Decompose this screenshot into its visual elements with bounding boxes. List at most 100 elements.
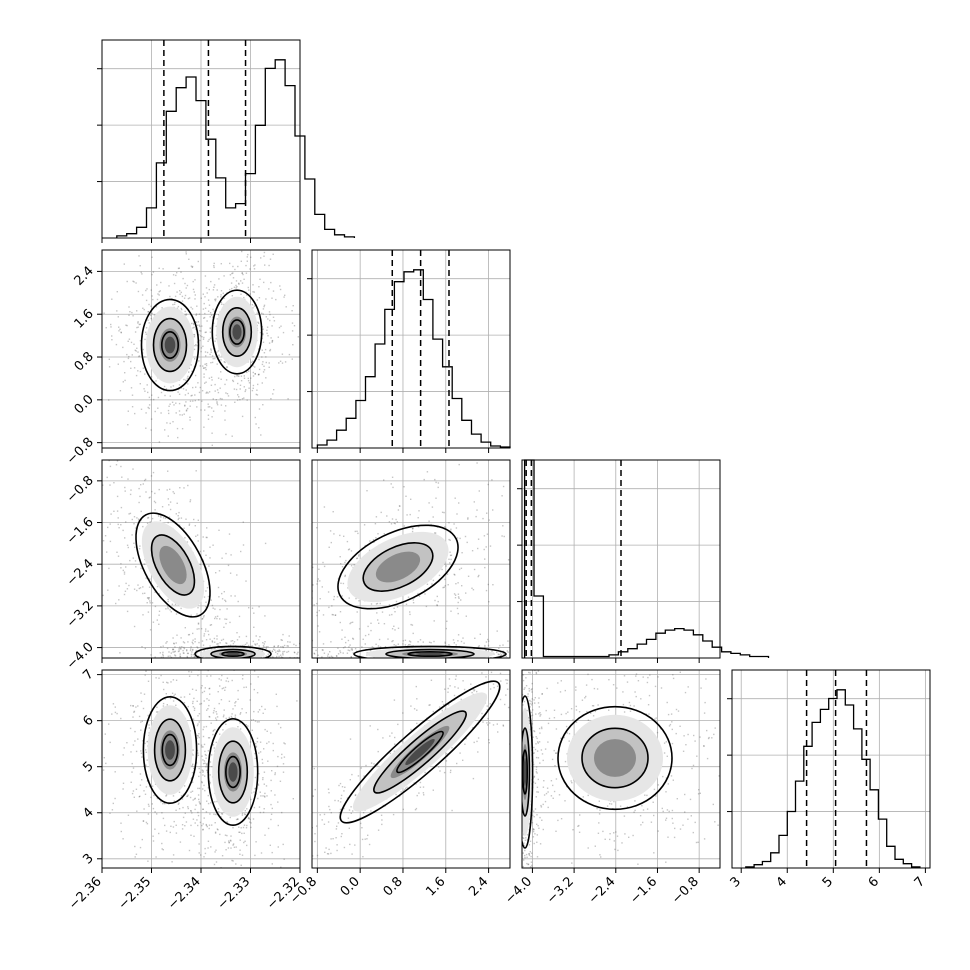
sample-point — [134, 845, 136, 848]
sample-point — [224, 689, 226, 691]
sample-point — [162, 268, 164, 270]
sample-point — [180, 291, 182, 294]
panel-bg — [522, 460, 720, 658]
sample-point — [271, 666, 272, 667]
sample-point — [256, 299, 258, 301]
sample-point — [213, 637, 216, 640]
sample-point — [230, 715, 233, 718]
sample-point — [223, 275, 225, 277]
sample-point — [205, 754, 207, 757]
sample-point — [351, 621, 354, 623]
sample-point — [369, 540, 371, 542]
sample-point — [176, 272, 178, 274]
sample-point — [225, 405, 227, 407]
sample-point — [340, 794, 343, 797]
sample-point — [218, 314, 220, 316]
sample-point — [133, 367, 136, 369]
sample-point — [147, 319, 149, 321]
sample-point — [188, 524, 190, 526]
sample-point — [264, 796, 266, 798]
sample-point — [348, 661, 349, 662]
sample-point — [377, 728, 379, 731]
sample-point — [209, 638, 211, 640]
sample-point — [503, 663, 504, 664]
sample-point — [404, 787, 407, 789]
sample-point — [209, 316, 211, 318]
sample-point — [349, 779, 351, 781]
sample-point — [341, 629, 343, 631]
sample-point — [98, 477, 99, 478]
sample-point — [176, 666, 177, 667]
sample-point — [162, 702, 165, 705]
sample-point — [213, 863, 216, 866]
sample-point — [220, 359, 222, 361]
sample-point — [191, 394, 193, 397]
sample-point — [172, 651, 174, 653]
sample-point — [441, 710, 444, 712]
sample-point — [260, 257, 262, 259]
sample-point — [472, 777, 475, 780]
sample-point — [243, 952, 244, 953]
sample-point — [200, 347, 203, 349]
sample-point — [347, 649, 349, 651]
sample-point — [429, 704, 431, 706]
sample-point — [147, 860, 149, 862]
sample-point — [112, 802, 114, 805]
sample-point — [195, 313, 198, 315]
sample-point — [214, 832, 217, 834]
sample-point — [221, 592, 223, 595]
sample-point — [279, 780, 282, 782]
sample-point — [99, 307, 100, 308]
sample-point — [135, 282, 137, 284]
sample-point — [134, 527, 137, 529]
sample-point — [91, 496, 92, 497]
sample-point — [206, 292, 208, 294]
sample-point — [417, 641, 419, 643]
sample-point — [145, 333, 147, 335]
sample-point — [485, 589, 488, 592]
sample-point — [197, 519, 199, 521]
sample-point — [262, 361, 264, 363]
sample-point — [216, 828, 219, 830]
sample-point — [252, 719, 255, 721]
sample-point — [138, 715, 141, 718]
sample-point — [187, 634, 190, 636]
sample-point — [127, 546, 129, 549]
sample-point — [169, 488, 171, 490]
sample-point — [449, 554, 452, 557]
sample-point — [269, 247, 270, 248]
sample-point — [269, 319, 271, 322]
sample-point — [402, 666, 403, 667]
sample-point — [465, 658, 466, 659]
sample-point — [400, 660, 401, 661]
sample-point — [154, 509, 156, 511]
sample-point — [141, 838, 143, 841]
sample-point — [160, 658, 161, 659]
sample-point — [199, 802, 201, 804]
sample-point — [207, 708, 209, 710]
sample-point — [117, 555, 120, 557]
sample-point — [203, 817, 205, 819]
sample-point — [272, 648, 275, 650]
sample-point — [181, 295, 184, 298]
sample-point — [457, 640, 459, 642]
density-level — [228, 762, 238, 782]
sample-point — [190, 265, 193, 267]
sample-point — [209, 327, 211, 330]
sample-point — [260, 852, 263, 854]
sample-point — [147, 311, 149, 313]
sample-point — [478, 574, 480, 577]
sample-point — [110, 323, 112, 326]
sample-point — [520, 650, 521, 651]
contour-outer — [194, 645, 272, 658]
sample-point — [197, 321, 200, 323]
sample-point — [561, 661, 562, 662]
sample-point — [253, 265, 255, 267]
sample-point — [170, 656, 173, 658]
sample-point — [489, 703, 491, 705]
sample-point — [174, 603, 177, 606]
sample-point — [499, 652, 502, 654]
sample-point — [128, 306, 130, 308]
sample-point — [187, 484, 189, 487]
sample-point — [187, 641, 189, 643]
